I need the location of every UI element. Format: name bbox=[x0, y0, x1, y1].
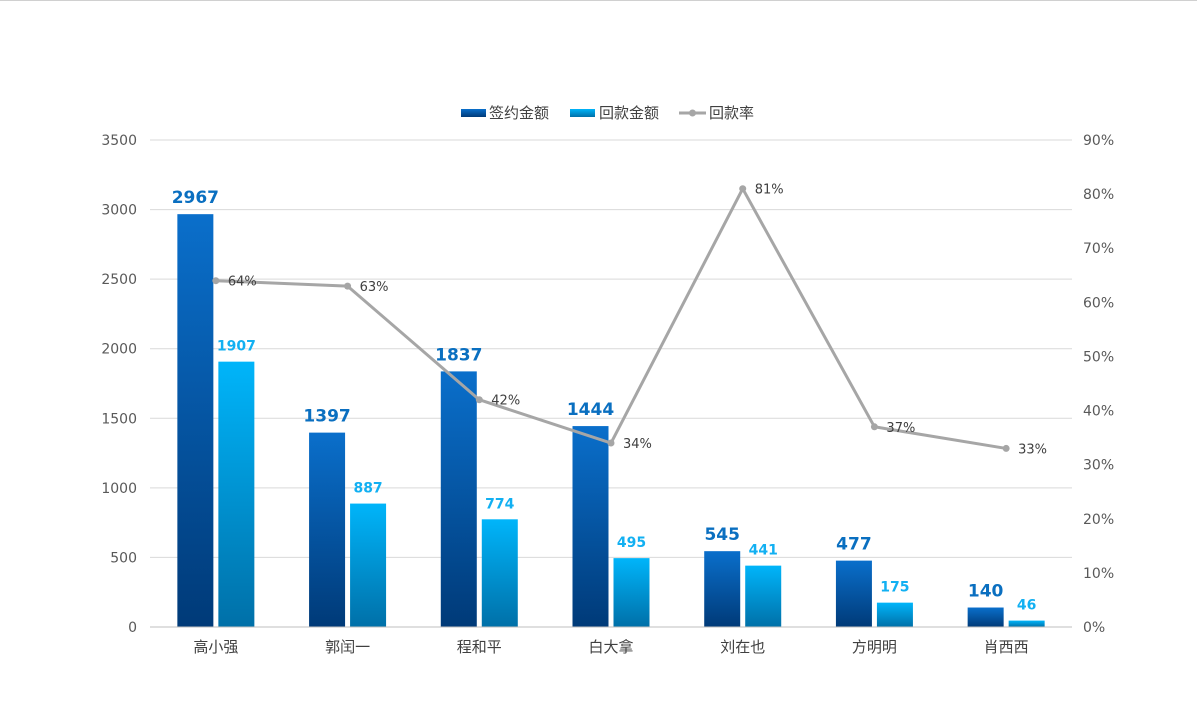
x-category-label: 高小强 bbox=[193, 638, 238, 656]
data-label-signed: 477 bbox=[836, 535, 872, 555]
x-category-label: 方明明 bbox=[852, 638, 897, 656]
x-category-label: 郭闰一 bbox=[325, 638, 370, 656]
rate-data-label: 42% bbox=[491, 394, 520, 409]
legend-swatch-received bbox=[570, 109, 595, 117]
gridlines bbox=[150, 139, 1072, 628]
data-label-signed: 545 bbox=[704, 525, 740, 545]
y-left-tick-label: 3000 bbox=[101, 203, 137, 219]
y-right-tick-label: 90% bbox=[1083, 133, 1114, 149]
data-label-received: 46 bbox=[1017, 598, 1036, 614]
bars: 2967 1907 1397 887 1837 774 1444 495 545 441 477 17… bbox=[172, 188, 1045, 627]
x-category-label: 肖西西 bbox=[984, 638, 1029, 656]
bar-received-amount bbox=[481, 519, 518, 627]
bar-received-amount bbox=[876, 602, 913, 627]
rate-data-label: 33% bbox=[1018, 442, 1047, 457]
y-right-tick-label: 70% bbox=[1083, 241, 1114, 257]
bar-signed-amount bbox=[835, 560, 872, 627]
rate-data-label: 37% bbox=[886, 421, 915, 436]
y-right-tick-label: 0% bbox=[1083, 620, 1105, 636]
bar-signed-amount bbox=[704, 551, 741, 627]
bar-signed-amount bbox=[309, 432, 346, 627]
y-left-tick-label: 2500 bbox=[101, 272, 137, 288]
y-left-tick-label: 1000 bbox=[101, 481, 137, 497]
legend: 签约金额 回款金额 回款率 bbox=[461, 104, 754, 122]
y-axis-right: 0% 10% 20% 30% 40% 50% 60% 70% 80% 90% bbox=[1083, 133, 1114, 636]
rate-line: 64% 63% 42% 34% 81% 37% 33% bbox=[212, 183, 1047, 457]
y-right-tick-label: 30% bbox=[1083, 458, 1114, 474]
rate-point bbox=[475, 396, 483, 404]
y-left-tick-label: 3500 bbox=[101, 133, 137, 149]
x-category-label: 刘在也 bbox=[720, 638, 765, 656]
bar-received-amount bbox=[613, 558, 650, 627]
bar-signed-amount bbox=[967, 607, 1004, 627]
rate-point bbox=[344, 282, 352, 290]
rate-point bbox=[1002, 444, 1010, 452]
data-label-signed: 140 bbox=[968, 582, 1004, 602]
y-right-tick-label: 20% bbox=[1083, 512, 1114, 528]
y-right-tick-label: 80% bbox=[1083, 187, 1114, 203]
y-left-tick-label: 1500 bbox=[101, 411, 137, 427]
data-label-signed: 1444 bbox=[567, 400, 614, 420]
bar-received-amount bbox=[745, 565, 782, 627]
rate-data-label: 64% bbox=[228, 275, 257, 290]
legend-marker-rate bbox=[689, 109, 696, 117]
bar-signed-amount bbox=[440, 371, 477, 627]
y-axis-left: 0 500 1000 1500 2000 2500 3000 3500 bbox=[101, 133, 137, 636]
y-left-tick-label: 0 bbox=[128, 620, 137, 636]
data-label-signed: 1397 bbox=[303, 407, 350, 427]
rate-point bbox=[607, 439, 615, 447]
data-label-received: 175 bbox=[880, 580, 909, 596]
y-right-tick-label: 40% bbox=[1083, 404, 1114, 420]
bar-signed-amount bbox=[572, 426, 609, 627]
bar-received-amount bbox=[1008, 620, 1045, 627]
rate-data-label: 63% bbox=[360, 280, 389, 295]
data-label-signed: 2967 bbox=[172, 188, 219, 208]
rate-data-label: 81% bbox=[755, 183, 784, 198]
y-right-tick-label: 60% bbox=[1083, 295, 1114, 311]
legend-label-rate: 回款率 bbox=[709, 104, 754, 122]
legend-label-received: 回款金额 bbox=[599, 104, 659, 122]
data-label-signed: 1837 bbox=[435, 345, 482, 365]
data-label-received: 441 bbox=[749, 543, 778, 559]
y-left-tick-label: 2000 bbox=[101, 342, 137, 358]
x-axis: 高小强 郭闰一 程和平 白大拿 刘在也 方明明 肖西西 bbox=[150, 626, 1072, 656]
y-right-tick-label: 50% bbox=[1083, 349, 1114, 365]
x-category-label: 程和平 bbox=[457, 638, 502, 656]
legend-swatch-signed bbox=[461, 109, 486, 117]
y-right-tick-label: 10% bbox=[1083, 566, 1114, 582]
legend-label-signed: 签约金额 bbox=[489, 104, 549, 122]
rate-point bbox=[870, 423, 878, 431]
data-label-received: 1907 bbox=[217, 339, 256, 355]
bar-received-amount bbox=[218, 361, 255, 627]
data-label-received: 887 bbox=[353, 481, 382, 497]
bar-signed-amount bbox=[177, 214, 214, 627]
y-left-tick-label: 500 bbox=[110, 550, 137, 566]
rate-point bbox=[212, 277, 220, 285]
data-label-received: 495 bbox=[617, 535, 646, 551]
rate-data-label: 34% bbox=[623, 437, 652, 452]
rate-point bbox=[739, 185, 747, 193]
top-border bbox=[0, 0, 1197, 1]
bar-received-amount bbox=[350, 503, 387, 627]
x-category-label: 白大拿 bbox=[588, 638, 633, 656]
data-label-received: 774 bbox=[485, 496, 514, 512]
